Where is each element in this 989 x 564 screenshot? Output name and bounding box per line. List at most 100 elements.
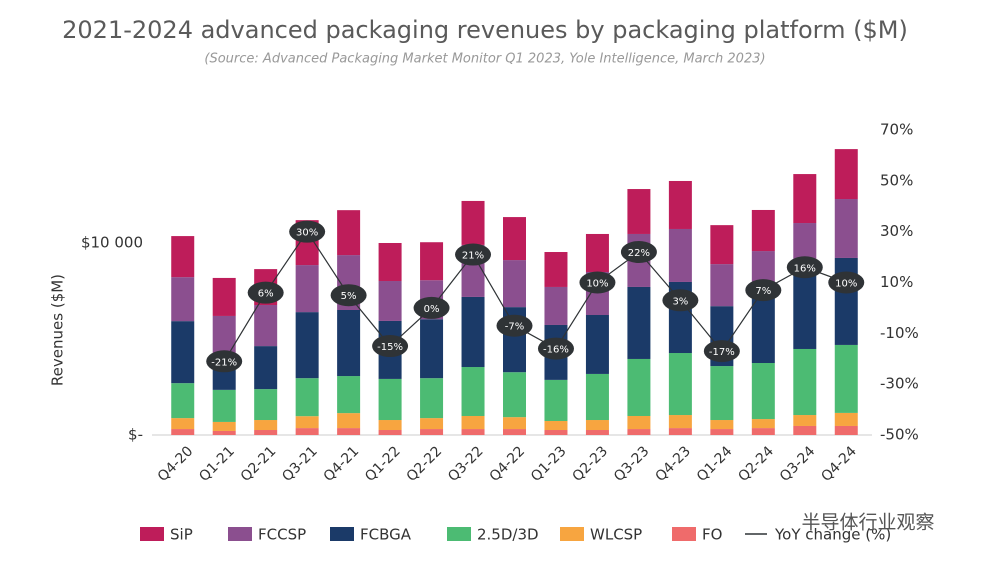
chart-subtitle: (Source: Advanced Packaging Market Monit… (204, 52, 765, 67)
bar-segment (834, 257, 858, 345)
bar-segment (627, 189, 651, 234)
bar-segment (295, 378, 319, 417)
bar-segment (337, 413, 361, 429)
yoy-marker (537, 337, 574, 360)
x-tick-label: Q3-22 (445, 443, 487, 485)
legend-swatch (330, 527, 354, 541)
yoy-marker (247, 281, 284, 304)
bar-segment (171, 383, 195, 419)
legend-label: FCBGA (360, 526, 412, 544)
x-tick-label: Q4-22 (487, 443, 529, 485)
bar-segment (503, 417, 526, 430)
yoy-label: -17% (709, 347, 735, 358)
bar-segment (544, 379, 568, 421)
bar-segment (544, 252, 568, 287)
x-tick-label: Q2-22 (404, 443, 446, 485)
bar-segment (461, 429, 485, 435)
yoy-line (223, 230, 847, 362)
yoy-marker (828, 271, 865, 294)
bar-segment (834, 344, 858, 413)
bar-segment (420, 319, 444, 379)
bar-segment (627, 415, 651, 430)
bar-segment (834, 425, 858, 435)
bar-segment (378, 378, 402, 421)
bar-segment (212, 277, 236, 316)
x-tick-label: Q1-22 (362, 443, 404, 485)
bar-segment (793, 425, 817, 435)
bar-segment (834, 412, 858, 426)
bar-segment (627, 429, 651, 435)
bar-segment (295, 265, 319, 313)
yoy-marker (413, 296, 450, 319)
x-tick-label: Q2-21 (238, 443, 280, 485)
bar-segment (212, 421, 236, 431)
bar-segment (834, 149, 858, 200)
yoy-label: 16% (794, 263, 816, 274)
x-tick-label: Q1-24 (694, 443, 736, 485)
bar-segment (503, 217, 526, 261)
x-tick-label: Q1-23 (528, 443, 570, 485)
x-tick-label: Q3-21 (279, 443, 321, 485)
yoy-marker (372, 335, 409, 358)
bar-segment (212, 389, 236, 422)
bar-segment (710, 225, 734, 265)
yoy-label: -21% (211, 357, 237, 368)
bar-segment (710, 429, 734, 435)
y2-tick-label: 50% (880, 171, 913, 189)
bar-segment (793, 223, 817, 266)
bar-segment (254, 346, 278, 390)
bar-segment (710, 366, 734, 421)
yoy-marker (289, 220, 326, 243)
yoy-marker (703, 340, 740, 363)
legend-label: SiP (170, 526, 193, 544)
bar-segment (585, 314, 609, 374)
yoy-marker (496, 314, 533, 337)
bar-segment (420, 242, 444, 281)
yoy-label: 21% (462, 251, 484, 262)
bar-segment (254, 430, 278, 435)
yoy-marker (662, 289, 699, 312)
bar-segment (461, 296, 485, 368)
bar-segment (834, 199, 858, 258)
y2-tick-label: 30% (880, 222, 913, 240)
bar-segment (420, 378, 444, 419)
legend-swatch (560, 527, 584, 541)
x-tick-label: Q1-21 (196, 443, 238, 485)
bar-segment (751, 419, 775, 429)
legend-swatch (140, 527, 164, 541)
bar-segment (171, 277, 195, 322)
bar-segment (751, 428, 775, 435)
bar-segment (710, 420, 734, 430)
bar-segment (585, 373, 609, 421)
bar-segment (378, 281, 402, 321)
bar-segment (212, 315, 236, 355)
bar-segment (295, 312, 319, 379)
legend-label: FO (702, 526, 722, 544)
legend-label: YoY change (%) (774, 526, 891, 544)
yoy-marker (620, 241, 657, 263)
bar-segment (420, 418, 444, 430)
y2-tick-label: 70% (880, 121, 913, 139)
yoy-label: 30% (296, 228, 318, 239)
bar-segment (378, 420, 402, 431)
bar-segment (793, 348, 817, 416)
yoy-label: -15% (377, 342, 403, 353)
bar-segment (337, 428, 361, 435)
x-tick-label: Q4-24 (818, 443, 860, 485)
x-tick-label: Q4-23 (652, 443, 694, 485)
bar-segment (254, 420, 278, 431)
x-tick-label: Q3-23 (611, 443, 653, 485)
bar-segment (212, 430, 236, 435)
yoy-label: -16% (543, 345, 569, 356)
yoy-label: 22% (628, 248, 650, 259)
legend-swatch (447, 527, 471, 541)
x-tick-label: Q4-20 (155, 443, 197, 485)
bar-segment (627, 358, 651, 416)
bar-segment (793, 265, 817, 349)
bar-segment (254, 389, 278, 421)
legend-label: 2.5D/3D (477, 526, 539, 544)
bar-segment (710, 264, 734, 307)
y2-tick-label: 10% (880, 273, 913, 291)
bar-segment (378, 242, 402, 282)
